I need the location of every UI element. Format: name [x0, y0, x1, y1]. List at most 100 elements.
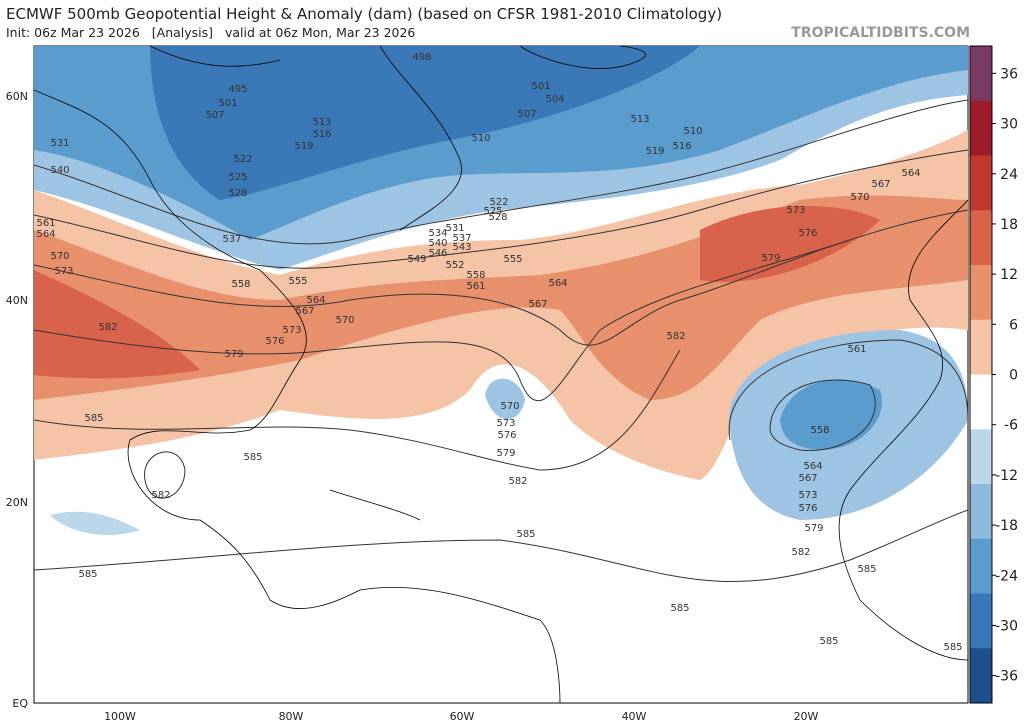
contour-label: 585 [516, 529, 535, 540]
contour-label: 567 [528, 299, 547, 310]
contour-label: 510 [683, 126, 702, 137]
contour-label: 555 [288, 276, 307, 287]
contour-label: 570 [850, 192, 869, 203]
contour-label: 576 [497, 430, 516, 441]
contour-label: 567 [871, 179, 890, 190]
contour-label: 585 [243, 452, 262, 463]
contour-label: 585 [78, 569, 97, 580]
contour-label: 564 [548, 278, 567, 289]
colorbar-tick-label: 12 [1000, 267, 1018, 283]
contour-label: 549 [407, 254, 426, 265]
lon-label: 40W [622, 710, 647, 723]
colorbar-segment [970, 648, 992, 704]
lat-label: 40N [6, 294, 28, 307]
contour-label: 513 [312, 117, 331, 128]
colorbar-segment [970, 374, 992, 430]
lat-label: 60N [6, 90, 28, 103]
contour-label: 564 [36, 229, 55, 240]
colorbar-tick-label: 0 [1009, 368, 1018, 384]
colorbar-segment [970, 429, 992, 485]
contour-label: 585 [84, 413, 103, 424]
contour-label: 555 [503, 254, 522, 265]
contour-label: 573 [54, 266, 73, 277]
contour-label: 522 [489, 197, 508, 208]
contour-label: 558 [231, 279, 250, 290]
contour-label: 585 [670, 603, 689, 614]
colorbar-segment [970, 319, 992, 375]
contour-label: 546 [428, 248, 447, 259]
contour-label: 513 [630, 114, 649, 125]
contour-label: 528 [228, 188, 247, 199]
contour-label: 525 [228, 172, 247, 183]
contour-label: 582 [98, 322, 117, 333]
colorbar-tick-label: -30 [995, 618, 1018, 634]
colorbar-tick-label: -24 [995, 568, 1018, 584]
contour-label: 507 [205, 110, 224, 121]
contour-label: 564 [803, 461, 822, 472]
contour-label: 579 [761, 253, 780, 264]
contour-label: 552 [445, 260, 464, 271]
lat-label: EQ [12, 697, 28, 710]
colorbar-segment [970, 484, 992, 540]
colorbar-tick-label: 30 [1000, 117, 1018, 133]
contour-label: 576 [798, 228, 817, 239]
contour-label: 579 [496, 448, 515, 459]
contour-label: 534 [428, 228, 447, 239]
lon-label: 80W [279, 710, 304, 723]
contour-label: 540 [428, 238, 447, 249]
contour-label: 531 [50, 138, 69, 149]
colorbar-segment [970, 155, 992, 211]
contour-label: 576 [265, 336, 284, 347]
contour-label: 579 [224, 349, 243, 360]
contour-label: 504 [545, 94, 564, 105]
colorbar-tick-label: -36 [995, 669, 1018, 685]
title: ECMWF 500mb Geopotential Height & Anomal… [6, 5, 722, 23]
contour-label: 498 [412, 52, 431, 63]
lon-label: 100W [104, 710, 136, 723]
contour-label: 573 [798, 490, 817, 501]
contour-label: 516 [672, 141, 691, 152]
contour-label: 543 [452, 242, 471, 253]
contour-label: 582 [666, 331, 685, 342]
contour-label: 561 [847, 344, 866, 355]
contour-label: 522 [233, 154, 252, 165]
contour-label: 570 [335, 315, 354, 326]
contour-label: 510 [471, 133, 490, 144]
contour-label: 516 [312, 129, 331, 140]
colorbar-segment [970, 265, 992, 321]
colorbar-tick-label: 36 [1000, 66, 1018, 82]
contour-label: 570 [500, 401, 519, 412]
contour-label: 576 [798, 503, 817, 514]
contour-label: 573 [282, 325, 301, 336]
contour-label: 537 [222, 234, 241, 245]
contour-label: 540 [50, 165, 69, 176]
contour-label: 501 [218, 98, 237, 109]
contour-label: 585 [819, 636, 838, 647]
colorbar-tick-label: 24 [1000, 167, 1018, 183]
colorbar-segment [970, 100, 992, 156]
lon-label: 20W [794, 710, 819, 723]
colorbar-tick-label: -18 [995, 518, 1018, 534]
colorbar-tick-label: -6 [1004, 418, 1018, 434]
credit: TROPICALTIDBITS.COM [791, 25, 970, 41]
contour-label: 558 [810, 425, 829, 436]
colorbar-segment [970, 538, 992, 594]
colorbar-segment [970, 210, 992, 266]
contour-label: 519 [294, 141, 313, 152]
contour-label: 531 [445, 223, 464, 234]
contour-label: 495 [228, 84, 247, 95]
colorbar-tick-label: 18 [1000, 217, 1018, 233]
lat-label: 20N [6, 496, 28, 509]
contour-label: 501 [531, 81, 550, 92]
contour-label: 573 [786, 205, 805, 216]
contour-label: 582 [151, 490, 170, 501]
contour-label: 507 [517, 109, 536, 120]
map-area [33, 45, 969, 704]
contour-label: 564 [901, 168, 920, 179]
contour-label: 525 [483, 206, 502, 217]
contour-label: 567 [295, 306, 314, 317]
contour-label: 579 [804, 523, 823, 534]
contour-label: 582 [791, 547, 810, 558]
contour-label: 573 [496, 418, 515, 429]
